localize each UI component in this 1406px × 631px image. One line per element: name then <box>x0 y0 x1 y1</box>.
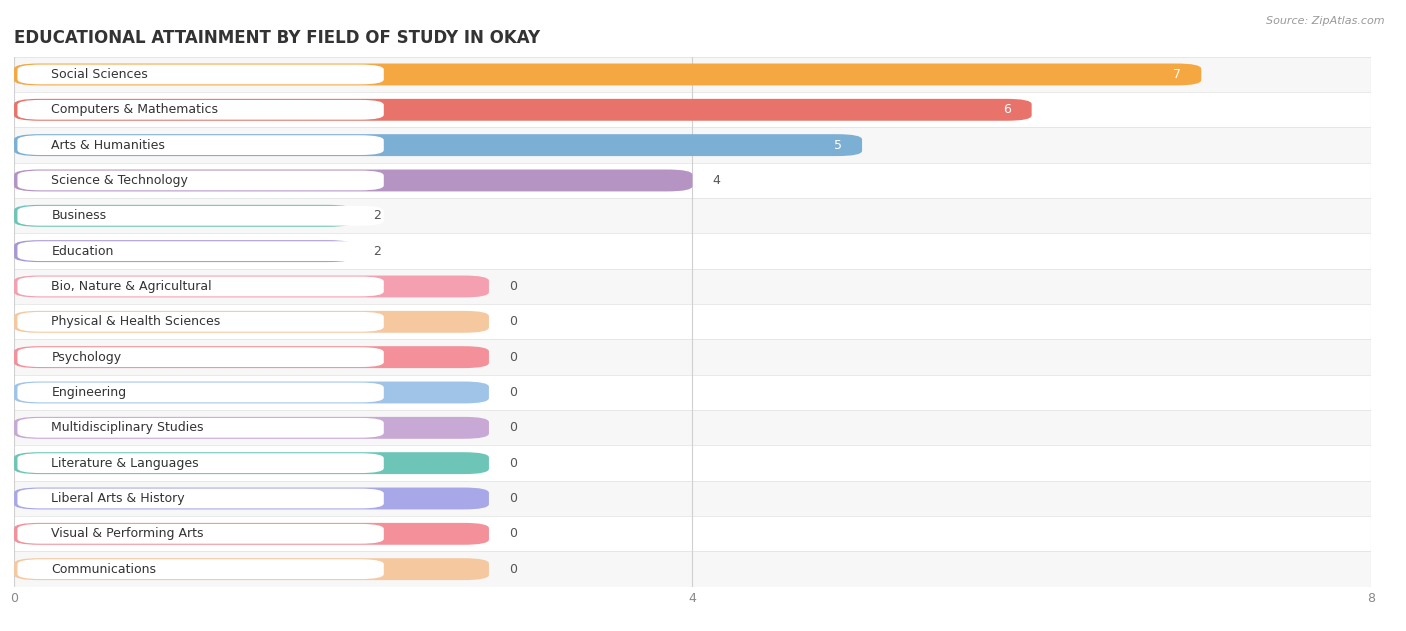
Text: Literature & Languages: Literature & Languages <box>52 457 200 469</box>
Bar <box>14 445 1371 481</box>
FancyBboxPatch shape <box>17 312 384 332</box>
Text: 5: 5 <box>834 139 842 151</box>
FancyBboxPatch shape <box>14 488 489 509</box>
Text: Source: ZipAtlas.com: Source: ZipAtlas.com <box>1267 16 1385 26</box>
FancyBboxPatch shape <box>14 205 353 227</box>
FancyBboxPatch shape <box>14 523 489 545</box>
Bar <box>14 516 1371 551</box>
Text: Bio, Nature & Agricultural: Bio, Nature & Agricultural <box>52 280 212 293</box>
Text: 0: 0 <box>509 280 517 293</box>
Text: Education: Education <box>52 245 114 257</box>
FancyBboxPatch shape <box>17 453 384 473</box>
Text: Physical & Health Sciences: Physical & Health Sciences <box>52 316 221 328</box>
Text: Visual & Performing Arts: Visual & Performing Arts <box>52 528 204 540</box>
FancyBboxPatch shape <box>17 100 384 120</box>
FancyBboxPatch shape <box>17 347 384 367</box>
FancyBboxPatch shape <box>17 135 384 155</box>
Text: 0: 0 <box>509 386 517 399</box>
Text: Computers & Mathematics: Computers & Mathematics <box>52 103 218 116</box>
Text: Liberal Arts & History: Liberal Arts & History <box>52 492 186 505</box>
Bar <box>14 410 1371 445</box>
Text: Business: Business <box>52 209 107 222</box>
FancyBboxPatch shape <box>14 417 489 439</box>
FancyBboxPatch shape <box>14 382 489 403</box>
FancyBboxPatch shape <box>14 346 489 368</box>
FancyBboxPatch shape <box>17 206 384 226</box>
Text: Communications: Communications <box>52 563 156 575</box>
Bar <box>14 92 1371 127</box>
Bar <box>14 57 1371 92</box>
Text: 2: 2 <box>374 209 381 222</box>
Bar <box>14 233 1371 269</box>
Text: 0: 0 <box>509 457 517 469</box>
Bar <box>14 375 1371 410</box>
FancyBboxPatch shape <box>14 170 692 191</box>
Bar <box>14 481 1371 516</box>
Text: Arts & Humanities: Arts & Humanities <box>52 139 166 151</box>
FancyBboxPatch shape <box>17 418 384 438</box>
FancyBboxPatch shape <box>17 170 384 191</box>
FancyBboxPatch shape <box>14 99 1032 121</box>
Bar <box>14 163 1371 198</box>
FancyBboxPatch shape <box>17 559 384 579</box>
Text: 0: 0 <box>509 351 517 363</box>
FancyBboxPatch shape <box>14 240 353 262</box>
FancyBboxPatch shape <box>17 382 384 403</box>
FancyBboxPatch shape <box>14 311 489 333</box>
Bar <box>14 339 1371 375</box>
Bar <box>14 198 1371 233</box>
FancyBboxPatch shape <box>17 64 384 85</box>
FancyBboxPatch shape <box>14 64 1201 85</box>
Bar <box>14 127 1371 163</box>
Text: Social Sciences: Social Sciences <box>52 68 148 81</box>
FancyBboxPatch shape <box>17 276 384 297</box>
FancyBboxPatch shape <box>17 488 384 509</box>
Text: Multidisciplinary Studies: Multidisciplinary Studies <box>52 422 204 434</box>
FancyBboxPatch shape <box>14 134 862 156</box>
Text: 7: 7 <box>1173 68 1181 81</box>
Text: 0: 0 <box>509 492 517 505</box>
Text: Psychology: Psychology <box>52 351 121 363</box>
Text: 2: 2 <box>374 245 381 257</box>
Text: 4: 4 <box>713 174 721 187</box>
Text: 0: 0 <box>509 563 517 575</box>
Text: Engineering: Engineering <box>52 386 127 399</box>
FancyBboxPatch shape <box>14 276 489 297</box>
Text: 0: 0 <box>509 528 517 540</box>
Text: 0: 0 <box>509 316 517 328</box>
Text: EDUCATIONAL ATTAINMENT BY FIELD OF STUDY IN OKAY: EDUCATIONAL ATTAINMENT BY FIELD OF STUDY… <box>14 29 540 47</box>
Text: 0: 0 <box>509 422 517 434</box>
FancyBboxPatch shape <box>17 241 384 261</box>
Bar <box>14 269 1371 304</box>
Bar <box>14 304 1371 339</box>
Text: 6: 6 <box>1004 103 1011 116</box>
Bar <box>14 551 1371 587</box>
FancyBboxPatch shape <box>14 558 489 580</box>
Text: Science & Technology: Science & Technology <box>52 174 188 187</box>
FancyBboxPatch shape <box>17 524 384 544</box>
FancyBboxPatch shape <box>14 452 489 474</box>
